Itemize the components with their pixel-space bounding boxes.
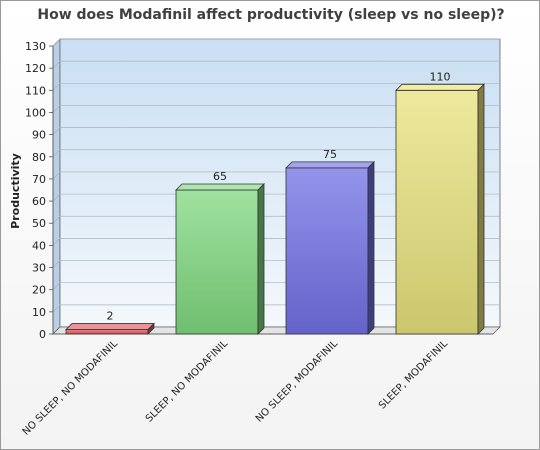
x-axis-label: NO SLEEP, MODAFINIL [254, 338, 341, 425]
grid-line [52, 82, 500, 91]
y-axis-ticks: 0 10 20 30 40 50 60 70 80 90 100 110 120 130 [25, 40, 493, 341]
y-tick-label: 90 [32, 129, 46, 142]
y-tick-label: 10 [32, 306, 46, 319]
x-axis-label: SLEEP, MODAFINIL [377, 338, 450, 411]
bar-value-label: 110 [430, 70, 451, 83]
bar-top [395, 83, 485, 91]
bar-top [175, 183, 265, 191]
y-tick-label: 110 [25, 84, 46, 97]
grid-line [52, 149, 500, 158]
y-tick-label: 80 [32, 151, 46, 164]
bar: 110 [395, 70, 485, 335]
x-axis-label: NO SLEEP, NO MODAFINIL [21, 338, 121, 438]
bar-side [367, 160, 375, 335]
x-axis-labels: NO SLEEP, NO MODAFINIL SLEEP, NO MODAFINI… [21, 338, 451, 438]
y-tick-label: 20 [32, 284, 46, 297]
y-tick-label: 50 [32, 217, 46, 230]
bar-side [147, 322, 155, 335]
bar-top [285, 161, 375, 169]
bar-value-label: 75 [323, 148, 337, 161]
bar-side [477, 83, 485, 335]
bar: 75 [285, 148, 375, 335]
y-tick-label: 120 [25, 62, 46, 75]
chart-title: How does Modafinil affect productivity (… [37, 7, 505, 23]
y-tick-label: 130 [25, 40, 46, 53]
bar-front [395, 89, 479, 335]
grid-line [52, 127, 500, 135]
y-tick-label: 100 [25, 106, 46, 119]
grid-line [52, 105, 500, 113]
bar-front [175, 189, 259, 335]
bar-top [65, 323, 155, 330]
side-wall [52, 38, 61, 335]
x-axis-label: SLEEP, NO MODAFINIL [144, 338, 231, 425]
bar-front [285, 167, 369, 335]
y-axis-label: Productivity [9, 153, 22, 229]
grid-line [52, 38, 500, 47]
bars: 2 65 75 110 [65, 70, 485, 335]
y-tick-label: 70 [32, 173, 46, 186]
bar-front [65, 329, 149, 335]
y-tick-label: 0 [39, 328, 46, 341]
y-tick-label: 40 [32, 239, 46, 252]
bar: 65 [175, 170, 265, 335]
y-tick-label: 30 [32, 262, 46, 275]
y-tick-label: 60 [32, 195, 46, 208]
grid-line [52, 60, 500, 69]
bar-value-label: 2 [107, 310, 114, 323]
bar-value-label: 65 [213, 170, 227, 183]
bar: 2 [65, 310, 155, 335]
bar-side [257, 183, 265, 335]
